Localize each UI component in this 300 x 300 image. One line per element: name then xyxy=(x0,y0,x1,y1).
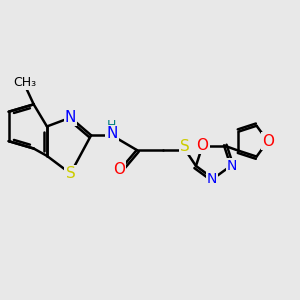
Text: N: N xyxy=(106,126,118,141)
Text: N: N xyxy=(227,159,237,173)
Text: O: O xyxy=(262,134,274,149)
Text: O: O xyxy=(113,162,125,177)
Text: N: N xyxy=(207,172,217,186)
Text: N: N xyxy=(65,110,76,125)
Text: S: S xyxy=(66,166,75,181)
Text: CH₃: CH₃ xyxy=(13,76,36,89)
Text: H: H xyxy=(107,119,116,132)
Text: O: O xyxy=(196,138,208,153)
Text: S: S xyxy=(181,139,190,154)
